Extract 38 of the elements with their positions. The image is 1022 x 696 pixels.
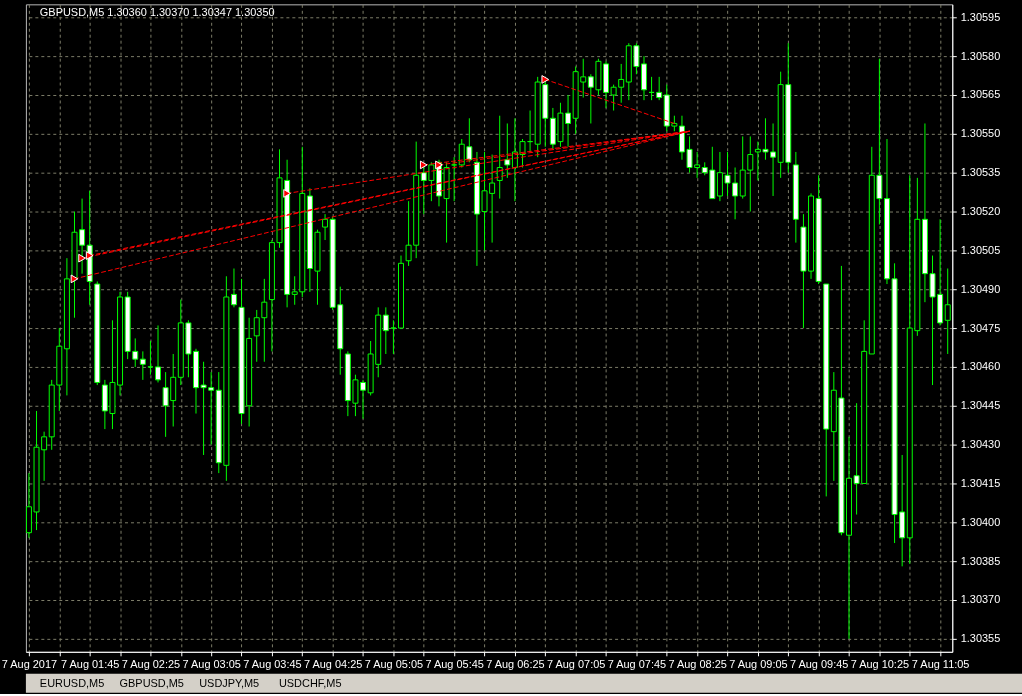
x-tick-label: 7 Aug 07:05 [546,658,606,671]
y-tick-label: 1.30385 [960,554,1001,567]
y-tick-label: 1.30565 [960,88,1001,101]
x-tick-label: 7 Aug 05:05 [364,658,424,671]
y-tick-label: 1.30535 [960,166,1001,179]
y-tick-label: 1.30490 [960,282,1001,295]
text: GBPUSD,M5 [119,676,184,689]
x-tick-label: 7 Aug 11:05 [911,658,970,671]
y-tick-label: 1.30400 [960,515,1001,528]
x-tick-label: 7 Aug 08:25 [668,658,727,671]
x-tick-label: 7 Aug 09:45 [789,658,849,671]
text: USDJPY,M5 [199,676,260,689]
y-tick-label: 1.30370 [960,593,1001,606]
x-tick-label: 7 Aug 04:25 [303,658,363,671]
y-tick-label: 1.30460 [960,360,1001,373]
y-tick-label: 1.30415 [960,476,1001,489]
y-tick-label: 1.30445 [960,399,1001,412]
y-tick-label: 1.30430 [960,438,1001,451]
chart-title: GBPUSD,M5 1.30360 1.30370 1.30347 1.30350 [39,6,275,19]
text: EURUSD,M5 [39,676,105,689]
x-tick-label: 7 Aug 10:25 [850,658,910,671]
x-tick-label: 7 Aug 05:45 [425,658,484,671]
y-tick-label: 1.30520 [960,205,1001,218]
text: USDCHF,M5 [278,676,342,689]
x-tick-label: 7 Aug 2017 [1,658,58,671]
x-tick-label: 7 Aug 03:45 [243,658,302,671]
y-tick-label: 1.30550 [960,127,1001,140]
x-tick-label: 7 Aug 06:25 [486,658,545,671]
x-tick-label: 7 Aug 01:45 [60,658,120,671]
x-tick-label: 7 Aug 03:05 [182,658,241,671]
x-tick-label: 7 Aug 07:45 [607,658,667,671]
y-tick-label: 1.30355 [960,632,1001,645]
y-tick-label: 1.30505 [960,243,1001,256]
y-tick-label: 1.30475 [960,321,1001,334]
x-tick-label: 7 Aug 09:05 [729,658,788,671]
y-tick-label: 1.30595 [960,10,1001,23]
x-tick-label: 7 Aug 02:25 [121,658,181,671]
y-tick-label: 1.30580 [960,49,1001,62]
